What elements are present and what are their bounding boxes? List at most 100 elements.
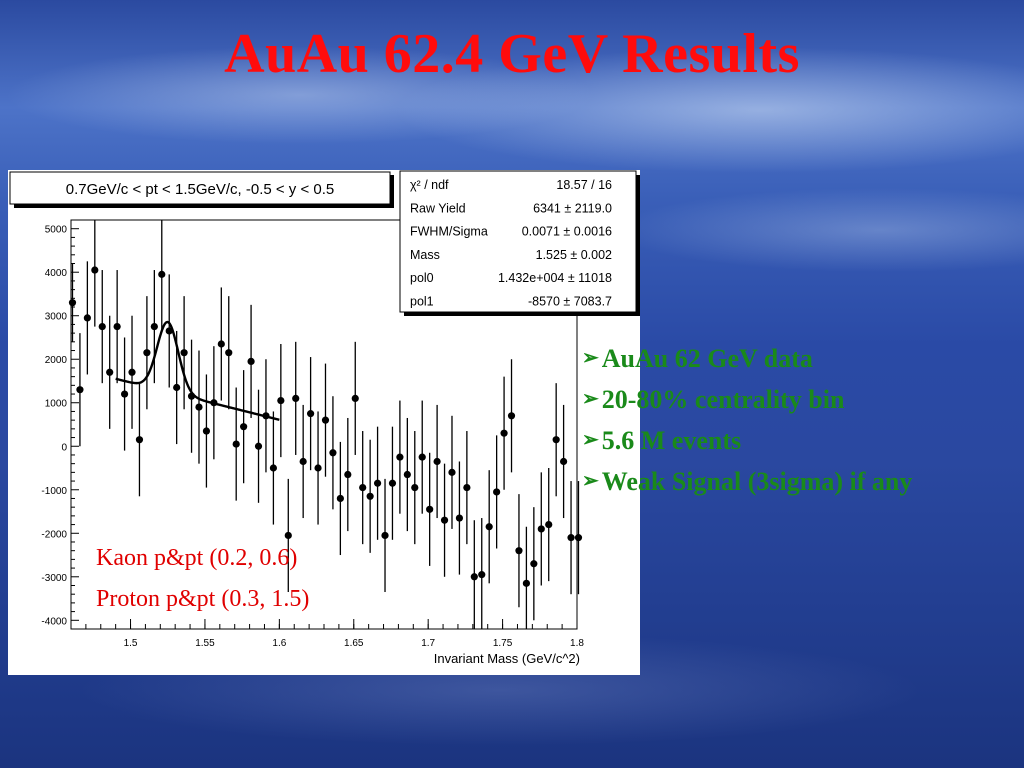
stats-label: Raw Yield — [410, 201, 466, 215]
annotation-kaon: Kaon p&pt (0.2, 0.6) — [96, 545, 297, 571]
slide-title: AuAu 62.4 GeV Results — [224, 23, 800, 85]
y-tick-label: 3000 — [45, 312, 68, 323]
stats-label: Mass — [410, 248, 440, 262]
arrow-bullet-icon: ➢ — [582, 429, 599, 451]
fit-stats-box: χ² / ndf 18.57 / 16 Raw Yield 6341 ± 2119.0… — [399, 170, 640, 316]
data-point — [545, 520, 553, 529]
data-point — [418, 453, 426, 461]
arrow-bullet-icon: ➢ — [582, 470, 599, 492]
data-point — [329, 449, 337, 457]
data-point — [448, 468, 456, 476]
bullet-item: ➢ Weak Signal (3sigma) if any — [582, 461, 1024, 502]
data-point — [493, 488, 501, 496]
arrow-bullet-icon: ➢ — [582, 347, 599, 369]
data-point — [485, 523, 493, 531]
data-point — [128, 368, 136, 376]
y-tick-label: -2000 — [41, 529, 67, 540]
data-point — [522, 579, 531, 587]
data-point — [411, 483, 419, 492]
data-point — [433, 457, 441, 466]
data-point — [284, 531, 292, 540]
stats-rows: χ² / ndf 18.57 / 16 Raw Yield 6341 ± 2119.0… — [410, 178, 612, 309]
data-point — [366, 492, 374, 500]
data-point — [120, 390, 129, 398]
data-point — [240, 423, 248, 431]
data-point — [83, 314, 91, 322]
data-point — [515, 547, 523, 555]
data-point — [455, 514, 464, 522]
y-tick-label: -1000 — [41, 486, 67, 497]
data-point — [292, 394, 300, 402]
data-point — [254, 442, 263, 450]
y-tick-label: 2000 — [45, 355, 68, 366]
data-point — [321, 416, 330, 424]
data-point — [269, 464, 277, 472]
annotation-proton: Proton p&pt (0.3, 1.5) — [96, 586, 309, 612]
y-tick-label: 5000 — [45, 225, 68, 236]
x-tick-label: 1.6 — [272, 638, 286, 649]
x-tick-label: 1.55 — [195, 638, 215, 649]
data-point — [232, 440, 240, 448]
stats-label: χ² / ndf — [410, 178, 449, 192]
data-point — [314, 464, 322, 472]
data-point — [158, 270, 166, 278]
data-point — [373, 479, 382, 487]
data-point — [381, 531, 389, 540]
data-point — [68, 299, 77, 307]
histogram-plot: 0.7GeV/c < pt < 1.5GeV/c, -0.5 < y < 0.5… — [8, 170, 640, 675]
stats-value: 6341 ± 2119.0 — [533, 201, 612, 215]
data-point — [307, 410, 315, 418]
data-point — [463, 483, 471, 492]
x-tick-label: 1.5 — [124, 638, 138, 649]
data-point — [76, 386, 84, 394]
data-point — [277, 396, 285, 405]
y-tick-label: 4000 — [45, 268, 68, 279]
data-point — [560, 457, 568, 466]
data-point — [567, 534, 575, 542]
data-point — [180, 349, 188, 357]
x-tick-label: 1.65 — [344, 638, 364, 649]
data-point — [351, 394, 359, 402]
data-point — [507, 412, 516, 420]
bullet-list: ➢ AuAu 62 GeV data ➢ 20-80% centrality b… — [582, 338, 1024, 502]
stats-box-frame — [399, 170, 637, 313]
x-tick-label: 1.75 — [493, 638, 513, 649]
data-point — [173, 383, 181, 392]
bullet-text: 5.6 M events — [601, 426, 742, 455]
bullet-text: AuAu 62 GeV data — [601, 344, 813, 373]
data-point — [150, 323, 158, 331]
data-point — [195, 403, 203, 411]
data-point — [426, 505, 434, 513]
data-point — [143, 349, 151, 357]
x-axis-label: Invariant Mass (GeV/c^2) — [434, 651, 580, 666]
stats-value: 0.0071 ± 0.0016 — [522, 225, 612, 239]
data-point — [552, 436, 560, 444]
stats-label: pol1 — [410, 295, 434, 309]
data-point — [574, 534, 583, 542]
data-point — [91, 266, 99, 274]
x-tick-label: 1.7 — [421, 638, 435, 649]
data-point — [359, 483, 367, 492]
data-point — [344, 470, 352, 479]
fit-curve-group — [115, 320, 280, 421]
data-point — [388, 479, 397, 487]
data-point — [106, 368, 114, 376]
stats-value: -8570 ± 7083.7 — [528, 295, 612, 309]
data-point — [403, 470, 411, 479]
data-point — [217, 340, 225, 348]
bullet-text: 20-80% centrality bin — [601, 385, 845, 414]
data-point — [225, 349, 233, 357]
data-point — [113, 323, 121, 331]
data-point — [470, 573, 478, 581]
arrow-bullet-icon: ➢ — [582, 388, 599, 410]
y-tick-label: -3000 — [41, 573, 67, 584]
y-tick-label: 1000 — [45, 399, 68, 410]
data-point — [135, 436, 144, 444]
data-point — [336, 494, 344, 503]
data-point — [440, 516, 449, 524]
x-tick-label: 1.8 — [570, 638, 584, 649]
data-point — [537, 525, 545, 533]
data-point — [500, 429, 508, 437]
data-point — [478, 571, 486, 579]
data-point — [530, 560, 538, 568]
